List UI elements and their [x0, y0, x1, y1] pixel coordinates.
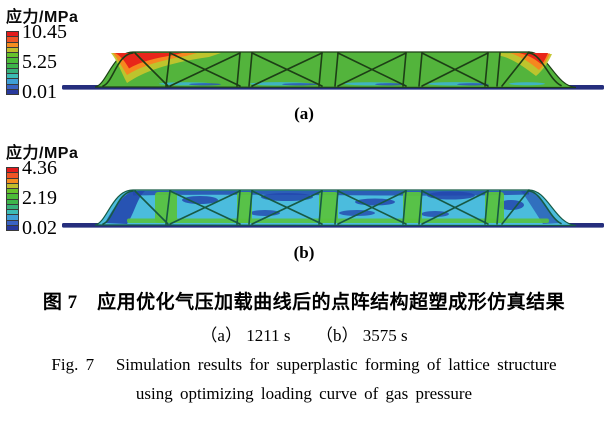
- colorbar-segment: [7, 178, 18, 183]
- caption-subpanels: （a） 1211 s （b） 3575 s: [200, 326, 408, 345]
- colorbar-segment: [7, 58, 18, 63]
- caption-english-line1: Fig. 7 Simulation results for superplast…: [51, 355, 557, 374]
- legend-b-values: 4.36 2.19 0.02: [22, 158, 57, 238]
- legend-a-values: 10.45 5.25 0.01: [22, 22, 67, 102]
- legend-b: 应力/MPa 4.36 2.19 0.02: [6, 139, 78, 238]
- stress-colorbar-b: [6, 167, 19, 231]
- colorbar-segment: [7, 74, 18, 79]
- panel-label-a: (a): [294, 104, 314, 123]
- lattice-webs-a: [102, 51, 562, 87]
- legend-a: 应力/MPa 10.45 5.25 0.01: [6, 3, 78, 102]
- caption-english-line2: using optimizing loading curve of gas pr…: [135, 384, 473, 403]
- colorbar-segment: [7, 210, 18, 215]
- colorbar-segment: [7, 53, 18, 58]
- colorbar-segment: [7, 194, 18, 199]
- legend-a-min: 0.01: [22, 81, 57, 103]
- lattice-webs-b: [102, 189, 562, 225]
- legend-a-max: 10.45: [22, 21, 67, 43]
- legend-a-title: 应力/MPa: [6, 9, 79, 26]
- colorbar-segment: [7, 225, 18, 230]
- legend-b-min: 0.02: [22, 217, 57, 239]
- hotspot-left-a: [111, 53, 221, 83]
- colorbar-segment: [7, 220, 18, 225]
- colorbar-segment: [7, 189, 18, 194]
- legend-b-scale: 4.36 2.19 0.02: [6, 158, 78, 238]
- legend-a-mid: 5.25: [22, 51, 57, 73]
- colorbar-segment: [7, 173, 18, 178]
- legend-b-mid: 2.19: [22, 187, 57, 209]
- colorbar-segment: [7, 183, 18, 188]
- colorbar-segment: [7, 32, 18, 37]
- colorbar-segment: [7, 89, 18, 94]
- colorbar-segment: [7, 63, 18, 68]
- colorbar-segment: [7, 199, 18, 204]
- legend-a-scale: 10.45 5.25 0.01: [6, 22, 78, 102]
- colorbar-segment: [7, 204, 18, 209]
- colorbar-segment: [7, 37, 18, 42]
- colorbar-segment: [7, 47, 18, 52]
- stress-colorbar-a: [6, 31, 19, 95]
- colorbar-segment: [7, 215, 18, 220]
- legend-b-title: 应力/MPa: [6, 145, 79, 162]
- colorbar-segment: [7, 42, 18, 47]
- simulation-contour-b: [62, 189, 604, 228]
- colorbar-segment: [7, 79, 18, 84]
- colorbar-segment: [7, 168, 18, 173]
- colorbar-segment: [7, 84, 18, 89]
- simulation-contour-a: [62, 51, 604, 90]
- caption-chinese: 图 7 应用优化气压加载曲线后的点阵结构超塑成形仿真结果: [42, 292, 566, 313]
- colorbar-segment: [7, 68, 18, 73]
- cool-blue-smudges-a: [189, 83, 489, 86]
- legend-b-max: 4.36: [22, 157, 57, 179]
- panel-label-b: (b): [293, 243, 315, 262]
